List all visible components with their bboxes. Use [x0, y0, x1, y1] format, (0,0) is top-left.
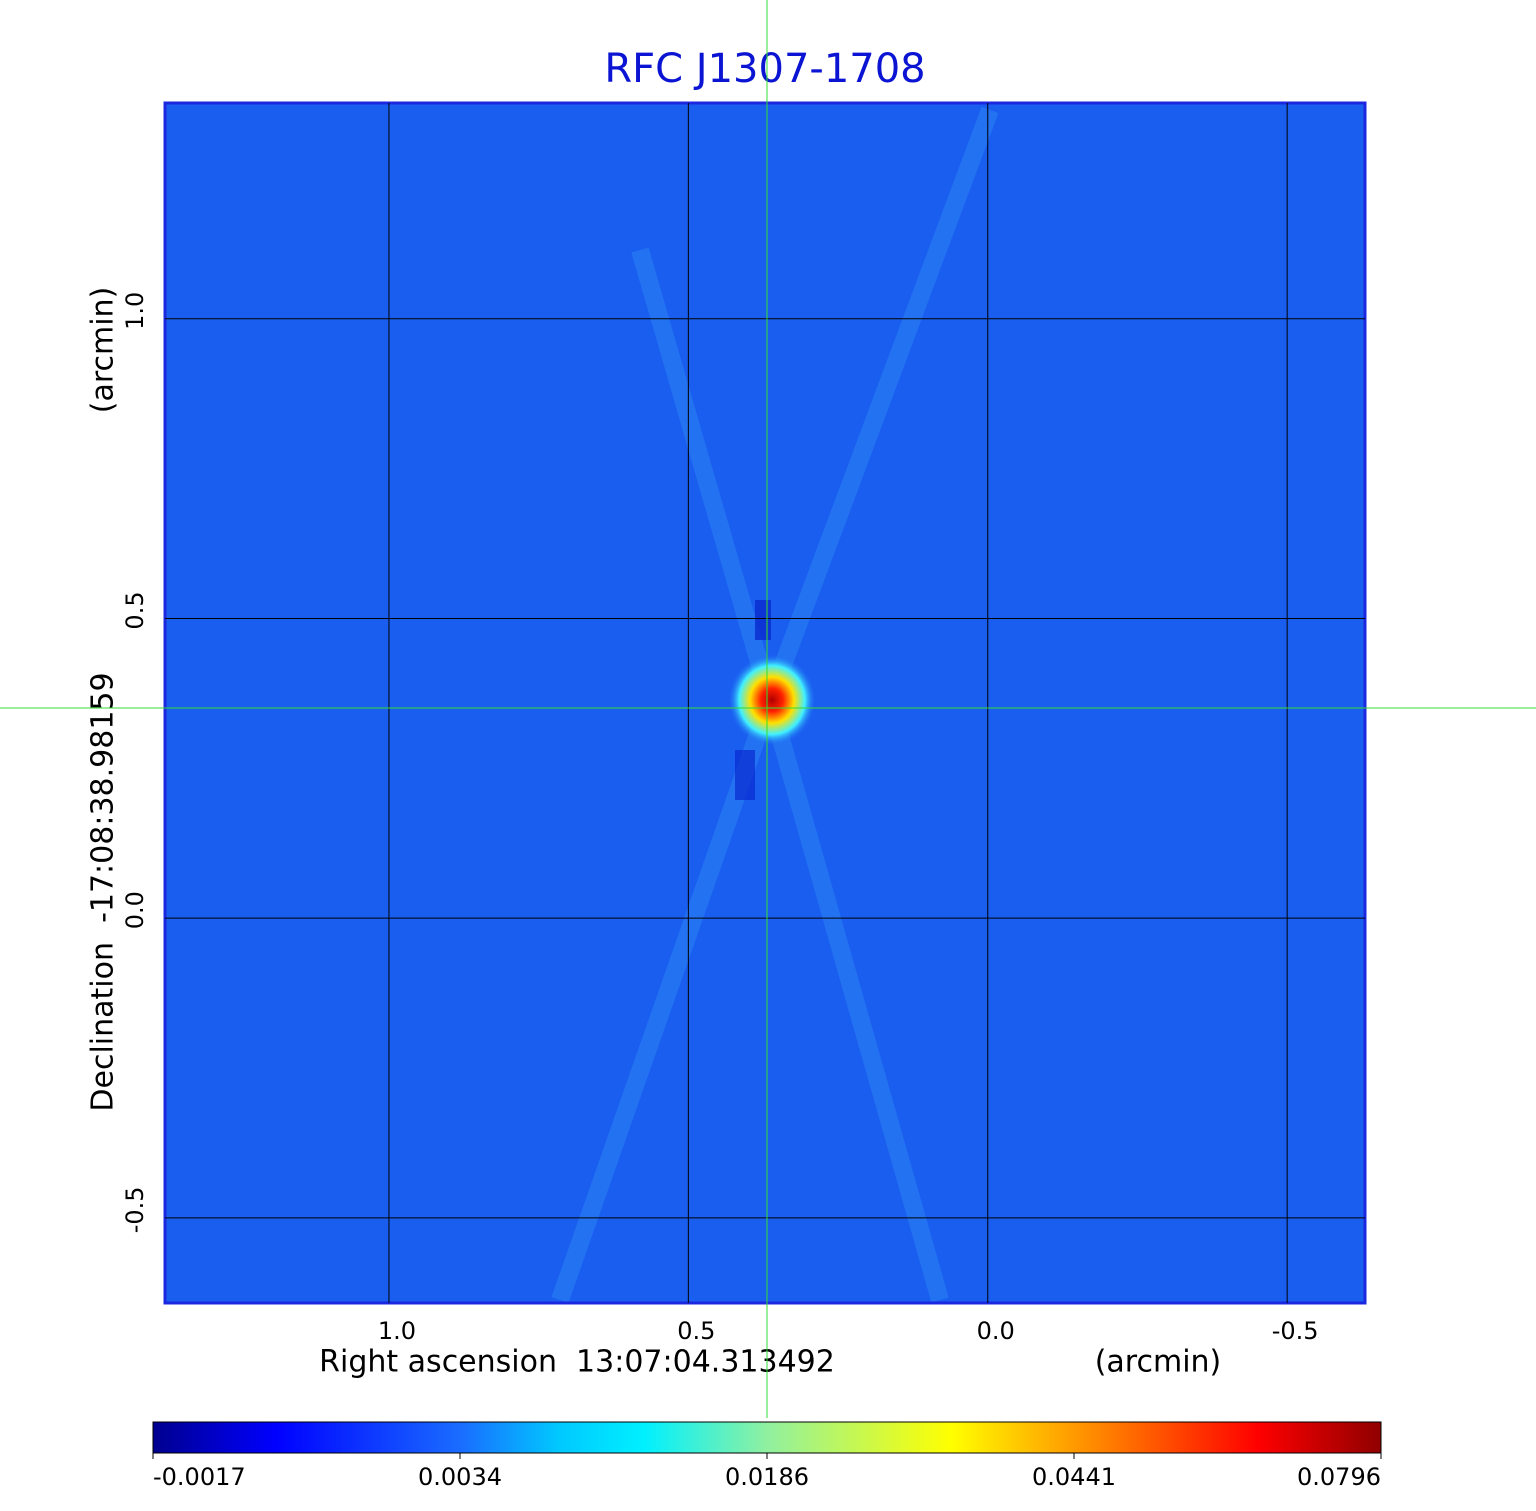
image-dip [755, 600, 771, 640]
source-peak [728, 654, 816, 746]
axes: 1.0 0.5 0.0 -0.5 1.0 0.5 0.0 -0.5 -0.0017 0.0034 0… [121, 103, 1382, 1491]
x-tick-label: 0.5 [677, 1317, 715, 1345]
chart-title: RFC J1307-1708 [604, 46, 925, 92]
y-tick-label: 0.5 [121, 591, 149, 629]
y-tick-label: 0.0 [121, 891, 149, 929]
colorbar-tick-label: 0.0186 [725, 1463, 809, 1491]
x-unit-label: (arcmin) [1095, 1345, 1222, 1380]
y-unit-label: (arcmin) [86, 287, 121, 414]
x-tick-label: -0.5 [1272, 1317, 1319, 1345]
x-tick-label: 1.0 [378, 1317, 416, 1345]
x-tick-label: 0.0 [977, 1317, 1015, 1345]
y-tick-label: 1.0 [121, 292, 149, 330]
colorbar-tick-label: 0.0796 [1297, 1463, 1381, 1491]
colorbar-tick-label: 0.0441 [1032, 1463, 1116, 1491]
y-tick-label: -0.5 [121, 1186, 149, 1233]
plot-frame [163, 101, 1367, 1305]
x-axis-label: Right ascension 13:07:04.313492 [319, 1345, 835, 1380]
sky-image [165, 103, 1365, 1303]
colorbar [152, 1421, 1382, 1454]
colorbar-tick-label: -0.0017 [153, 1463, 246, 1491]
y-axis-label: Declination -17:08:38.98159 [86, 672, 121, 1111]
image-dip [735, 750, 755, 800]
colorbar-tick-label: 0.0034 [418, 1463, 502, 1491]
